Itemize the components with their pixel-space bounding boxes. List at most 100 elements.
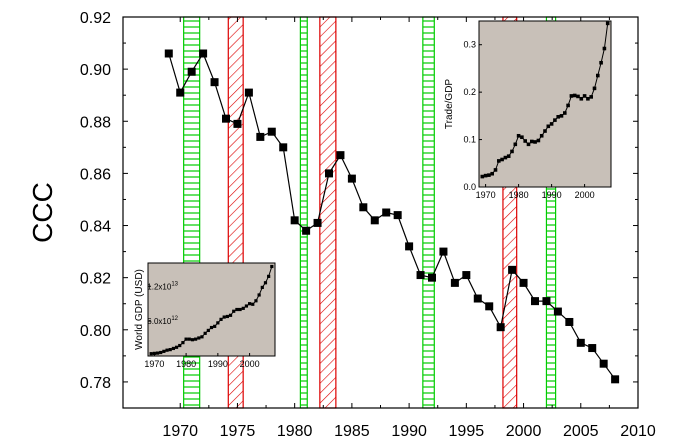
ccc-data-point bbox=[176, 88, 185, 97]
y-tick-label: 0.90 bbox=[80, 62, 111, 79]
inset-y-tick-exponent: 13 bbox=[171, 281, 178, 287]
ccc-data-point bbox=[199, 49, 208, 58]
inset-x-tick-label: 1970 bbox=[144, 359, 164, 369]
world-gdp-point bbox=[254, 299, 258, 303]
ccc-data-point bbox=[359, 203, 368, 212]
trade-gdp-inset: 1970 1980 1990 2000 0.0 0.1 0.2 0.3 Trade/GDP bbox=[444, 20, 612, 200]
world-gdp-point bbox=[178, 343, 182, 348]
world-gdp-point bbox=[190, 338, 195, 342]
world-gdp-point bbox=[260, 285, 264, 290]
x-tick-label: 1985 bbox=[334, 423, 370, 440]
trade-gdp-point bbox=[605, 21, 610, 26]
inset-y-tick-mantissa: 6.0x10 bbox=[147, 317, 172, 326]
ccc-data-point bbox=[279, 143, 288, 152]
trade-gdp-point bbox=[546, 124, 551, 129]
trade-gdp-point bbox=[556, 115, 560, 119]
trade-gdp-point bbox=[576, 94, 580, 99]
x-tick-label: 2000 bbox=[506, 423, 542, 440]
trade-gdp-point bbox=[563, 111, 567, 115]
x-tick-label: 1970 bbox=[162, 423, 198, 440]
ccc-data-point bbox=[599, 359, 608, 368]
inset-x-tick-label: 1990 bbox=[542, 190, 562, 200]
ccc-data-point bbox=[382, 208, 391, 217]
inset-y-axis-title: Trade/GDP bbox=[444, 79, 455, 130]
ccc-data-point bbox=[508, 265, 517, 274]
ccc-data-point bbox=[267, 127, 276, 136]
world-gdp-point bbox=[194, 337, 198, 341]
world-gdp-point bbox=[184, 337, 188, 341]
trade-gdp-point bbox=[549, 122, 554, 126]
trade-gdp-point bbox=[503, 155, 508, 160]
world-gdp-point bbox=[248, 302, 252, 306]
world-gdp-point bbox=[206, 328, 210, 333]
inset-y-tick-mantissa: 1.2x10 bbox=[147, 282, 172, 291]
x-tick-label: 1995 bbox=[449, 423, 485, 440]
ccc-data-point bbox=[565, 317, 574, 326]
trade-gdp-point bbox=[566, 103, 570, 108]
shock-band bbox=[319, 16, 337, 409]
ccc-data-point bbox=[519, 278, 528, 287]
inset-x-tick-label: 2000 bbox=[575, 190, 595, 200]
trade-gdp-point bbox=[572, 93, 577, 98]
inset-y-tick-label: 6.0x1012 bbox=[147, 316, 178, 326]
world-gdp-point bbox=[181, 341, 185, 345]
inset-x-tick-label: 1980 bbox=[509, 190, 529, 200]
ccc-data-point bbox=[496, 323, 505, 332]
trade-gdp-point bbox=[559, 114, 564, 118]
ccc-data-point bbox=[233, 119, 242, 128]
trade-gdp-point bbox=[579, 96, 584, 101]
x-tick-label: 1980 bbox=[277, 423, 313, 440]
ccc-data-point bbox=[439, 247, 448, 256]
trade-gdp-point bbox=[490, 171, 494, 176]
trade-gdp-point bbox=[497, 159, 501, 163]
world-gdp-point bbox=[251, 302, 255, 306]
world-gdp-point bbox=[219, 317, 223, 321]
ccc-data-point bbox=[302, 226, 311, 235]
ccc-series-line bbox=[168, 52, 616, 380]
ccc-data-point bbox=[347, 174, 356, 183]
inset-y-tick-label: 0.3 bbox=[463, 40, 476, 50]
y-tick-label: 0.80 bbox=[80, 323, 111, 340]
ccc-data-point bbox=[244, 88, 253, 97]
ccc-data-point bbox=[222, 114, 230, 123]
y-tick-label: 0.86 bbox=[80, 166, 111, 183]
world-gdp-point bbox=[162, 349, 166, 353]
ccc-data-point bbox=[325, 169, 333, 178]
trade-gdp-point bbox=[582, 94, 587, 98]
world-gdp-point bbox=[238, 307, 242, 312]
trade-gdp-point bbox=[513, 142, 518, 147]
inset-y-tick-exponent: 12 bbox=[171, 316, 178, 322]
ccc-data-point bbox=[576, 338, 585, 347]
trade-gdp-point bbox=[483, 173, 488, 178]
trade-gdp-point bbox=[523, 139, 527, 143]
trade-gdp-point bbox=[510, 149, 514, 154]
inset-y-tick-label: 0.2 bbox=[463, 87, 476, 97]
trade-gdp-point bbox=[500, 157, 504, 162]
ccc-data-point bbox=[256, 132, 265, 141]
ccc-data-point bbox=[473, 294, 482, 303]
ccc-data-point bbox=[187, 67, 196, 76]
trade-gdp-point bbox=[506, 154, 511, 158]
ccc-data-point bbox=[405, 242, 414, 251]
world-gdp-point bbox=[171, 346, 175, 351]
inset-y-tick-label: 1.2x1013 bbox=[147, 281, 178, 291]
world-gdp-point bbox=[203, 331, 207, 335]
ccc-data-point bbox=[393, 211, 402, 220]
y-axis-title: CCC bbox=[27, 182, 58, 243]
inset-plot-area bbox=[147, 262, 276, 357]
trade-gdp-point bbox=[480, 174, 485, 179]
world-gdp-point bbox=[263, 281, 268, 285]
trade-gdp-point bbox=[586, 96, 590, 101]
y-tick-label: 0.78 bbox=[80, 375, 111, 392]
trade-gdp-point bbox=[487, 173, 491, 177]
world-gdp-point bbox=[168, 348, 172, 352]
inset-x-tick-label: 2000 bbox=[240, 359, 260, 369]
world-gdp-point bbox=[241, 306, 245, 310]
world-gdp-point bbox=[149, 352, 153, 356]
x-tick-label: 2005 bbox=[563, 423, 599, 440]
world-gdp-point bbox=[270, 264, 274, 269]
ccc-data-point bbox=[588, 344, 597, 353]
trade-gdp-point bbox=[602, 46, 607, 51]
